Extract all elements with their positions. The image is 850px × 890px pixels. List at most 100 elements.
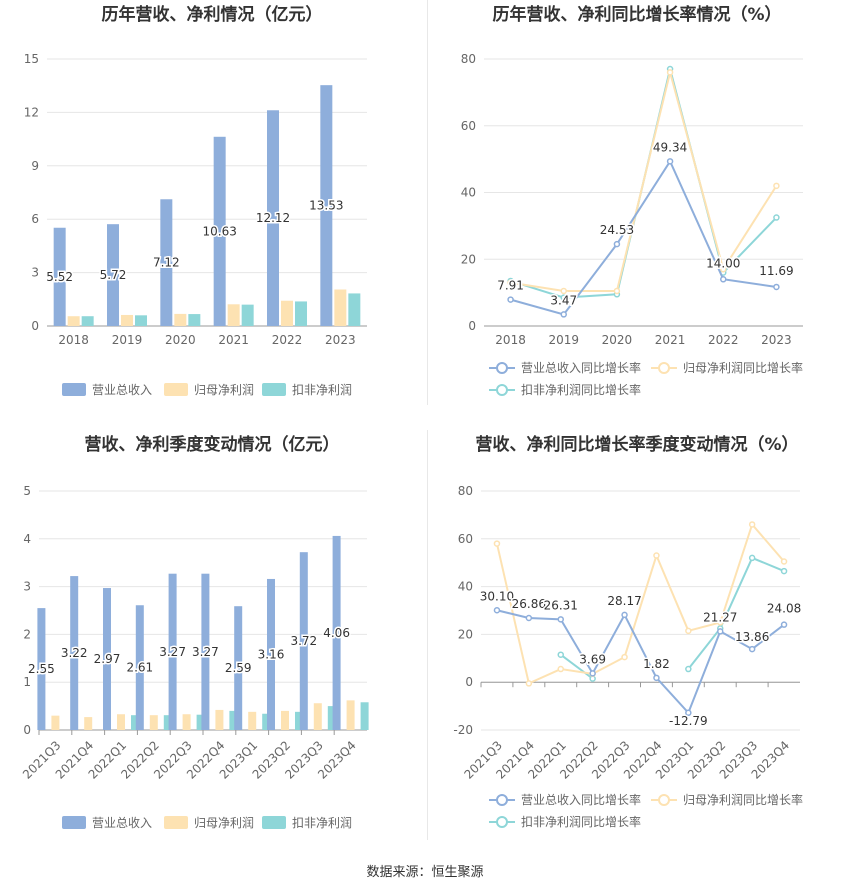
bar [84,717,93,730]
legend-label: 营业总收入同比增长率 [521,792,641,807]
data-point [748,521,756,528]
annual-growth-rate-svg: 历年营收、净利同比增长率情况（%） 0 20 40 60 80 2018 2019 2020 20… [461,4,803,397]
series-line [687,556,785,670]
bar [53,227,66,326]
bar-value-label: 10.63 [202,224,236,238]
legend-label: 归母净利润 [194,383,254,397]
bar [70,576,79,730]
bar [174,313,187,326]
point-value-label: 14.00 [706,256,740,270]
bar-value-label: 2.61 [126,661,153,675]
bar-value-label: 7.12 [153,256,180,270]
legend-label: 扣非净利润同比增长率 [521,382,641,397]
quarterly-revenue-profit-chart: 营收、净利季度变动情况（亿元） 0 1 2 3 4 5 2021Q3 2021Q4 2022Q1 2… [0,430,425,860]
data-point [589,670,596,677]
data-point [507,279,514,286]
y-tick-label: 20 [458,627,473,641]
bar [299,552,308,730]
legend-label: 扣非净利润 [292,816,352,830]
x-tick-label: 2023 [325,333,356,347]
legend-swatch [62,816,86,829]
legend-swatch [164,383,188,396]
data-point [780,567,788,575]
point-value-label: 26.31 [544,598,578,612]
point-value-label: 3.47 [550,293,577,307]
data-point [621,611,628,619]
bar [160,199,173,326]
y-tick-label: 80 [461,52,476,66]
point-value-label: 26.86 [512,597,546,611]
y-tick-label: 2 [23,627,31,641]
point-value-label: 24.53 [600,223,634,237]
bar-value-label: 2.59 [225,661,252,675]
data-point [748,645,756,653]
legend-swatch [62,383,86,396]
data-point [525,680,533,687]
data-point [525,614,533,622]
x-tick-label: 2020 [602,333,633,347]
legend-marker [658,794,670,806]
chart-title: 历年营收、净利同比增长率情况（%） [492,4,781,25]
y-tick-label: 6 [31,212,39,226]
bar [51,715,60,730]
legend-label: 营业总收入 [92,816,152,830]
bar [215,709,224,730]
x-tick-label: 2023 [761,333,792,347]
vertical-divider [427,0,428,405]
bar [227,304,240,326]
legend-label: 归母净利润同比增长率 [683,792,803,807]
bar-value-label: 2.55 [28,662,55,676]
bar-value-label: 3.27 [159,645,186,659]
legend-label: 营业总收入同比增长率 [521,360,641,375]
bar [241,304,254,326]
bar [332,535,341,730]
legend-swatch [262,816,286,829]
series-line [496,609,785,715]
y-tick-label: -20 [453,723,473,737]
bar [81,316,94,326]
bar [248,711,257,730]
point-value-label: 13.86 [735,630,769,644]
legend-label: 归母净利润 [194,816,254,830]
bar [320,85,333,326]
y-tick-label: 0 [23,723,31,737]
point-value-label: 11.69 [759,264,793,278]
point-value-label: 24.08 [767,602,801,616]
y-tick-label: 3 [31,266,39,280]
bar [213,136,226,326]
data-point [653,674,660,682]
y-tick-label: 60 [458,532,473,546]
bar [121,314,133,326]
data-point [621,653,628,661]
data-point [773,214,780,221]
bar [188,314,201,326]
annual-revenue-profit-svg: 历年营收、净利情况（亿元） 0 3 6 9 12 15 2018 2019 2020 2021 202… [24,4,367,397]
data-point [717,619,724,626]
legend-label: 扣非净利润同比增长率 [521,814,641,829]
bar [196,714,205,730]
legend-marker [496,816,508,828]
series-line [560,653,594,680]
annual-growth-rate-chart: 历年营收、净利同比增长率情况（%） 0 20 40 60 80 2018 2019 2020 20… [425,0,850,430]
y-tick-label: 60 [461,119,476,133]
chart-title: 营收、净利季度变动情况（亿元） [85,434,340,455]
y-tick-label: 5 [23,484,31,498]
bar-value-label: 3.72 [290,634,317,648]
data-point [666,158,674,165]
legend-marker [496,794,508,806]
x-tick-label: 2018 [495,333,526,347]
y-tick-label: 9 [31,159,39,173]
legend-marker [496,362,508,374]
chart-title: 历年营收、净利情况（亿元） [102,4,323,25]
data-point [720,266,727,273]
x-tick-label: 2020 [165,333,196,347]
legend-swatch [164,816,188,829]
bar [234,606,243,730]
bar [182,714,191,730]
quarterly-growth-rate-chart: 营收、净利同比增长率季度变动情况（%） -20 0 20 40 60 80 2021Q3 202… [425,430,850,860]
y-tick-label: 3 [23,580,31,594]
bar-value-label: 13.53 [309,199,343,213]
data-source-note: 数据来源：恒生聚源 [366,865,484,880]
point-value-label: 1.82 [643,657,670,671]
y-tick-label: 0 [465,675,473,689]
